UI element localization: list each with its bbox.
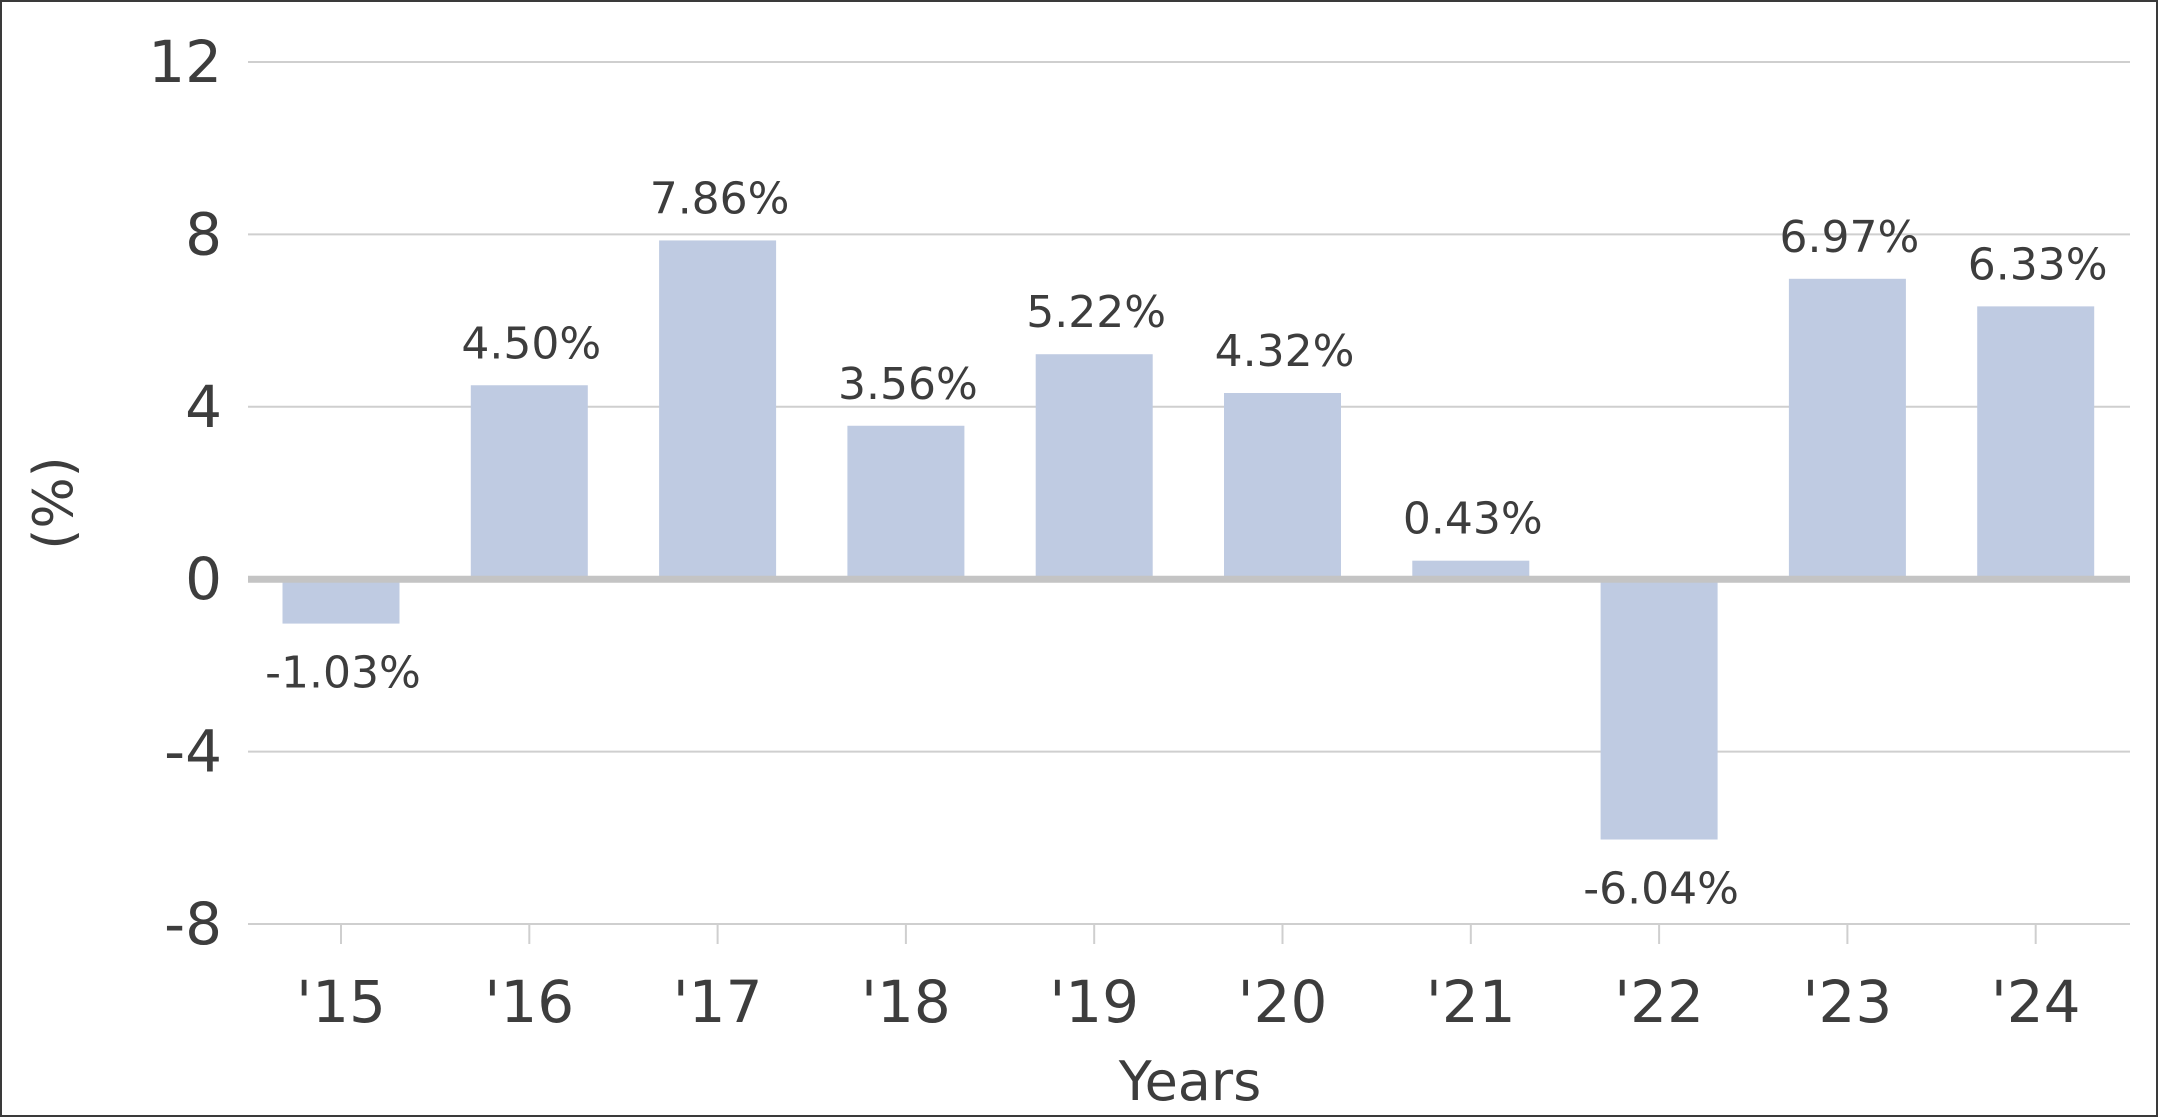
bars [282, 240, 2095, 840]
data-label: -1.03% [265, 648, 421, 699]
y-tick-labels: 12 8 4 0 -4 -8 [148, 28, 222, 958]
y-tick-label: -8 [164, 890, 222, 958]
y-tick-label: 0 [185, 545, 222, 613]
bar [1788, 278, 1906, 580]
bar [1977, 306, 2095, 580]
data-label: 4.32% [1215, 326, 1355, 377]
y-tick-label: 8 [185, 200, 222, 268]
x-tick-label: '23 [1803, 968, 1893, 1036]
data-label: 6.97% [1780, 212, 1920, 263]
x-tick-label: '24 [1991, 968, 2081, 1036]
data-labels: -1.03% 4.50% 7.86% 3.56% 5.22% 4.32% 0.43% -6.0… [265, 173, 2107, 914]
x-tick-label: '18 [861, 968, 951, 1036]
y-tick-label: 12 [148, 28, 222, 96]
bar [1412, 560, 1530, 580]
y-tick-label: -4 [164, 718, 222, 786]
x-tick-label: '22 [1614, 968, 1704, 1036]
data-label: 0.43% [1403, 494, 1543, 545]
data-label: -6.04% [1583, 864, 1739, 915]
bar [1224, 393, 1341, 580]
bar [282, 579, 400, 624]
x-tick-label: '16 [484, 968, 574, 1036]
x-tick-label: '17 [673, 968, 763, 1036]
bar [659, 240, 777, 580]
data-label: 5.22% [1026, 287, 1166, 338]
data-label: 7.86% [650, 173, 790, 224]
bar [1600, 579, 1718, 840]
x-tick-label: '15 [296, 968, 386, 1036]
x-tick-label: '19 [1049, 968, 1139, 1036]
x-tick-label: '21 [1426, 968, 1516, 1036]
x-tick-marks [340, 924, 2037, 944]
data-label: 4.50% [461, 318, 601, 369]
data-label: 3.56% [838, 359, 978, 410]
bar [1035, 354, 1153, 580]
bar [470, 385, 588, 580]
x-tick-label: '20 [1238, 968, 1328, 1036]
data-label: 6.33% [1968, 239, 2108, 290]
y-axis-title: (%) [22, 456, 85, 549]
x-axis-title: Years [1118, 1050, 1261, 1113]
x-tick-labels: '15 '16 '17 '18 '19 '20 '21 '22 '23 '24 [296, 968, 2080, 1036]
y-tick-label: 4 [185, 373, 222, 441]
bar [847, 425, 965, 580]
